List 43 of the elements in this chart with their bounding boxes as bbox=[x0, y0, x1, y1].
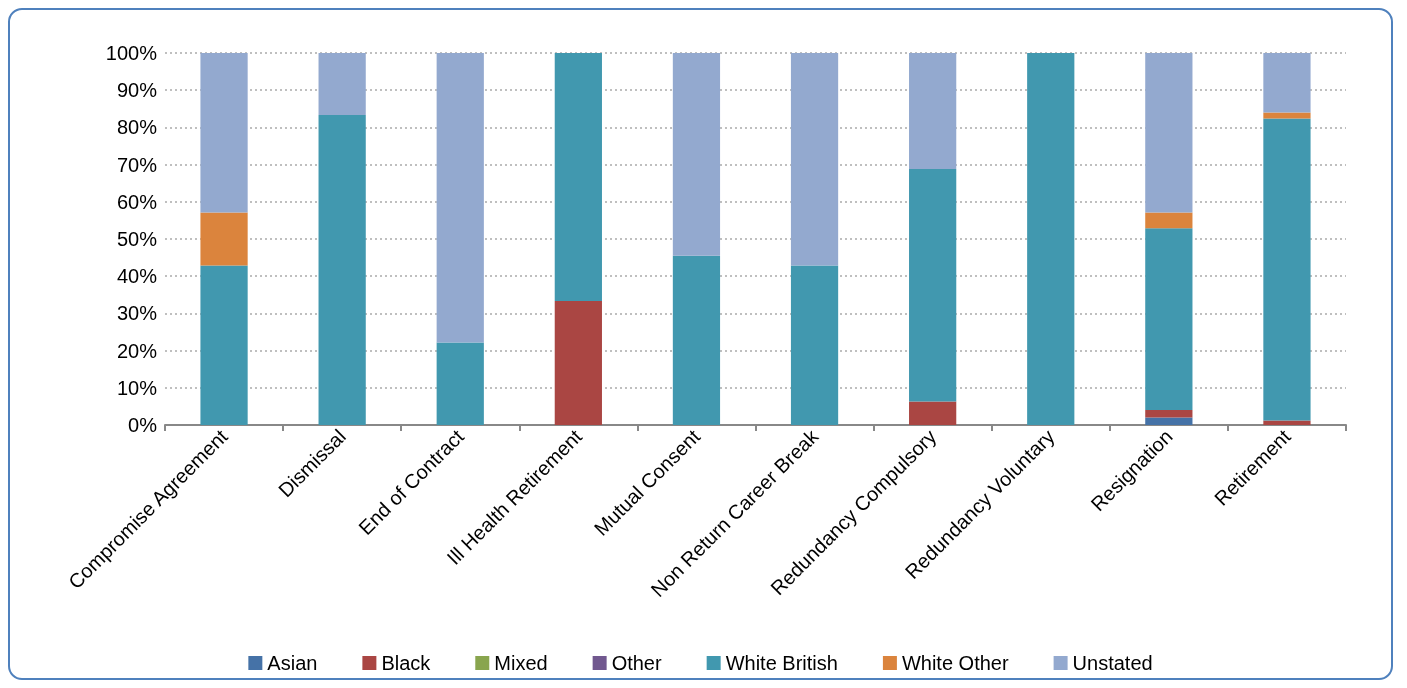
bar bbox=[318, 53, 366, 116]
bar bbox=[200, 53, 248, 213]
y-tick-label: 0% bbox=[128, 414, 158, 436]
bar bbox=[909, 401, 957, 425]
y-tick-label: 90% bbox=[116, 79, 158, 102]
bar bbox=[909, 169, 957, 402]
bar bbox=[1263, 118, 1311, 421]
bar bbox=[790, 265, 839, 425]
bar bbox=[672, 255, 721, 425]
y-tick-label: 20% bbox=[116, 339, 158, 362]
bar bbox=[1145, 417, 1193, 425]
y-tick-label: 70% bbox=[116, 153, 158, 176]
bar bbox=[672, 53, 721, 256]
bar bbox=[1263, 53, 1311, 113]
bar bbox=[436, 53, 484, 343]
y-tick-label: 10% bbox=[116, 376, 158, 399]
legend-label: Black bbox=[381, 652, 432, 674]
legend-label: White British bbox=[725, 652, 838, 674]
y-tick-label: 30% bbox=[116, 302, 158, 325]
bar bbox=[1145, 228, 1193, 411]
bar bbox=[200, 265, 248, 425]
bar bbox=[909, 53, 957, 170]
bar bbox=[1145, 53, 1193, 213]
bar bbox=[554, 301, 602, 425]
legend-label: Unstated bbox=[1072, 652, 1153, 674]
y-tick-label: 60% bbox=[116, 190, 158, 213]
bar bbox=[790, 53, 839, 266]
legend-label: White Other bbox=[901, 652, 1009, 674]
legend-label: Mixed bbox=[494, 652, 548, 674]
bar bbox=[1027, 53, 1075, 425]
y-tick-label: 80% bbox=[116, 116, 158, 139]
bar bbox=[554, 53, 602, 302]
y-tick-label: 40% bbox=[116, 265, 158, 288]
bar bbox=[1263, 420, 1311, 425]
bar bbox=[318, 115, 366, 425]
legend-label: Other bbox=[611, 652, 662, 674]
bar bbox=[200, 212, 248, 266]
legend-label: Asian bbox=[267, 652, 318, 674]
y-tick-label: 100% bbox=[105, 42, 158, 64]
bar bbox=[1145, 410, 1193, 418]
bar bbox=[436, 342, 484, 425]
bar bbox=[1145, 212, 1193, 229]
y-tick-label: 50% bbox=[116, 228, 158, 250]
